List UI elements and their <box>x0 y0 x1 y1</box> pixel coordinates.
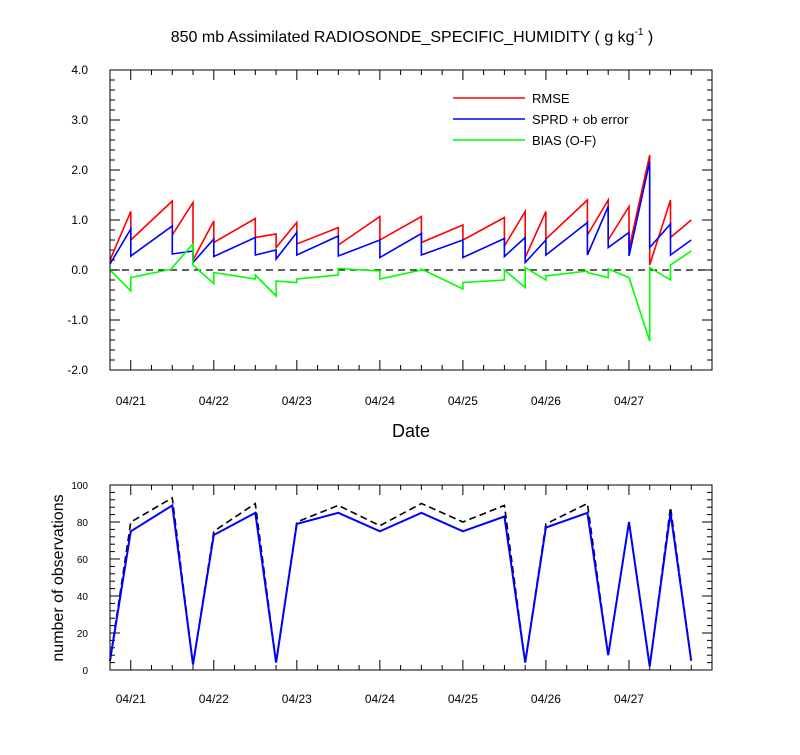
bias-line <box>109 241 692 342</box>
legend-entry-bias-label: BIAS (O-F) <box>532 133 596 148</box>
bottom-y-tick-label: 100 <box>71 481 88 492</box>
legend-entry-sprd-label: SPRD + ob error <box>532 112 629 127</box>
bottom-x-tick-label: 04/25 <box>448 692 478 706</box>
top-y-tick-label: -2.0 <box>67 363 88 377</box>
bottom-plot-frame <box>109 484 713 671</box>
bottom-x-tick-label: 04/24 <box>365 692 395 706</box>
bottom-y-tick-label: 80 <box>77 518 89 529</box>
top-y-tick-label: 4.0 <box>71 63 88 77</box>
bottom-x-tick-label: 04/23 <box>282 692 312 706</box>
sprd-line <box>109 161 692 265</box>
top-x-tick-label: 04/24 <box>365 394 395 408</box>
top-y-tick-label: 3.0 <box>71 113 88 127</box>
chart-title-main: 850 mb Assimilated RADIOSONDE_SPECIFIC_H… <box>171 29 635 46</box>
top-x-tick-label: 04/25 <box>448 394 478 408</box>
bottom-chart-series <box>109 496 693 667</box>
bottom-y-tick-label: 60 <box>77 555 89 566</box>
chart-title-close: ) <box>643 29 653 46</box>
top-y-tick-label: 2.0 <box>71 163 88 177</box>
top-chart-series <box>109 154 692 342</box>
top-x-tick-label: 04/27 <box>614 394 644 408</box>
bottom-y-axis-label: number of observations <box>50 494 67 661</box>
top-y-tick-label: 1.0 <box>71 213 88 227</box>
top-y-tick-label: 0.0 <box>71 263 88 277</box>
bottom-y-tick-label: 0 <box>82 666 88 677</box>
bottom-chart-axes: 04/21 04/22 04/23 04/24 04/25 04/26 04/27 100 80… <box>71 481 712 706</box>
bottom-x-tick-label: 04/26 <box>531 692 561 706</box>
bottom-y-tick-label: 40 <box>77 592 89 603</box>
legend-entry-rmse-label: RMSE <box>532 91 570 106</box>
chart-title: 850 mb Assimilated RADIOSONDE_SPECIFIC_H… <box>171 27 654 46</box>
top-chart-axes: 04/21 04/22 04/23 04/24 04/25 04/26 04/27 4.0 3.… <box>67 63 712 408</box>
top-chart-legend: RMSE SPRD + ob error BIAS (O-F) <box>453 91 629 148</box>
bottom-y-tick-label: 20 <box>77 629 89 640</box>
top-y-tick-label: -1.0 <box>67 313 88 327</box>
top-x-tick-label: 04/21 <box>116 394 146 408</box>
top-plot-frame <box>109 69 713 371</box>
obs-assimilated-line <box>109 503 693 667</box>
bottom-x-tick-label: 04/22 <box>199 692 229 706</box>
top-x-tick-label: 04/23 <box>282 394 312 408</box>
top-x-tick-label: 04/22 <box>199 394 229 408</box>
rmse-line <box>109 154 692 266</box>
top-x-axis-label: Date <box>392 421 430 441</box>
bottom-x-tick-label: 04/27 <box>614 692 644 706</box>
bottom-x-tick-label: 04/21 <box>116 692 146 706</box>
top-x-tick-label: 04/26 <box>531 394 561 408</box>
chart-title-sup: -1 <box>635 27 644 38</box>
